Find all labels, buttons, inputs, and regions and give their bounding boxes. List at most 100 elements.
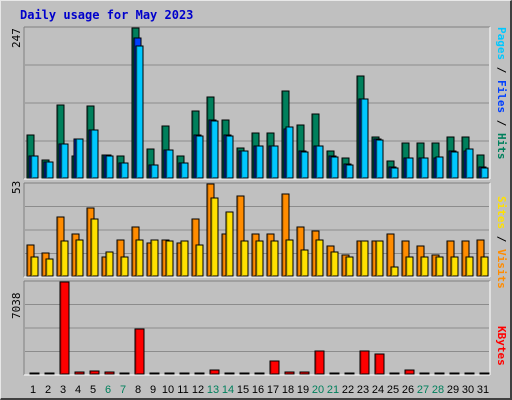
bar-sites-day-3 (60, 240, 69, 277)
bar-pages-day-9 (150, 164, 159, 179)
bar-kbytes-day-16 (254, 372, 265, 375)
bar-sites-day-22 (345, 256, 354, 277)
bar-pages-day-5 (90, 129, 99, 179)
x-tick-label-day-11: 11 (177, 384, 188, 396)
bar-pages-day-14 (225, 135, 234, 179)
bar-sites-day-15 (240, 240, 249, 277)
bar-sites-day-12 (195, 244, 204, 277)
x-tick-label-day-2: 2 (45, 384, 51, 396)
bar-sites-day-21 (330, 251, 339, 277)
bar-kbytes-day-8 (134, 328, 145, 375)
bar-sites-day-16 (255, 240, 264, 277)
x-tick-label-day-28: 28 (432, 384, 444, 396)
bar-kbytes-day-30 (464, 372, 475, 375)
bar-kbytes-day-2 (44, 372, 55, 375)
bar-sites-day-10 (165, 240, 174, 277)
bar-pages-day-6 (105, 155, 114, 179)
bar-kbytes-day-12 (194, 372, 205, 375)
x-tick-label-day-25: 25 (387, 384, 399, 396)
x-tick-label-day-17: 17 (267, 384, 279, 396)
x-tick-label-day-21: 21 (327, 384, 339, 396)
bar-kbytes-day-27 (419, 372, 430, 375)
x-tick-label-day-16: 16 (252, 384, 264, 396)
bar-pages-day-21 (330, 156, 339, 179)
x-tick-label-day-10: 10 (162, 384, 174, 396)
x-tick-label-day-19: 19 (297, 384, 309, 396)
x-tick-label-day-20: 20 (312, 384, 324, 396)
x-tick-label-day-4: 4 (75, 384, 81, 396)
x-tick-label-day-14: 14 (222, 384, 234, 396)
bar-sites-day-25 (390, 266, 399, 277)
x-tick-label-day-13: 13 (207, 384, 219, 396)
bar-pages-day-30 (465, 148, 474, 179)
bar-sites-day-24 (375, 240, 384, 277)
bar-pages-day-15 (240, 150, 249, 179)
bar-pages-day-22 (345, 164, 354, 179)
bar-sites-day-5 (90, 218, 99, 277)
bar-kbytes-day-9 (149, 372, 160, 375)
bar-sites-day-27 (420, 256, 429, 277)
bar-kbytes-day-20 (314, 350, 325, 375)
bar-pages-day-16 (255, 145, 264, 179)
bar-pages-day-27 (420, 157, 429, 179)
bar-sites-day-29 (450, 256, 459, 277)
bar-pages-day-24 (375, 139, 384, 179)
bar-kbytes-day-1 (29, 372, 40, 375)
bar-pages-day-23 (360, 98, 369, 179)
bar-pages-day-26 (405, 157, 414, 179)
x-tick-label-day-26: 26 (402, 384, 414, 396)
bar-pages-day-4 (75, 138, 84, 179)
x-tick-label-day-15: 15 (237, 384, 249, 396)
x-tick-label-day-7: 7 (120, 384, 126, 396)
bar-kbytes-day-22 (344, 372, 355, 375)
bar-pages-day-25 (390, 167, 399, 179)
bar-sites-day-30 (465, 256, 474, 277)
bar-kbytes-day-7 (119, 372, 130, 375)
bar-sites-day-18 (285, 239, 294, 277)
bar-pages-day-17 (270, 145, 279, 179)
x-tick-label-day-31: 31 (477, 384, 489, 396)
bar-sites-day-9 (150, 239, 159, 277)
bar-sites-day-11 (180, 240, 189, 277)
x-tick-label-day-18: 18 (282, 384, 294, 396)
bar-sites-day-17 (270, 240, 279, 277)
bar-sites-day-4 (75, 239, 84, 277)
bar-pages-day-31 (480, 167, 489, 179)
bar-kbytes-day-29 (449, 372, 460, 375)
x-tick-label-day-6: 6 (105, 384, 111, 396)
bar-kbytes-day-14 (224, 372, 235, 375)
bar-kbytes-day-11 (179, 372, 190, 375)
bar-sites-day-1 (30, 256, 39, 277)
x-tick-label-day-24: 24 (372, 384, 384, 396)
chart-title: Daily usage for May 2023 (20, 8, 194, 22)
bar-kbytes-day-6 (104, 371, 115, 375)
bar-kbytes-day-18 (284, 371, 295, 375)
x-tick-label-day-3: 3 (60, 384, 66, 396)
bar-kbytes-day-31 (479, 372, 490, 375)
bar-sites-day-23 (360, 240, 369, 277)
bar-pages-day-3 (60, 143, 69, 179)
bar-kbytes-day-28 (434, 372, 445, 375)
bar-pages-day-20 (315, 145, 324, 179)
bar-kbytes-day-3 (59, 281, 70, 375)
x-tick-label-day-22: 22 (342, 384, 354, 396)
x-tick-label-day-30: 30 (462, 384, 474, 396)
bar-kbytes-day-19 (299, 371, 310, 375)
bar-sites-day-2 (45, 258, 54, 277)
bar-pages-day-8 (135, 45, 144, 179)
bar-sites-day-14 (225, 211, 234, 277)
bar-kbytes-day-21 (329, 372, 340, 375)
bar-pages-day-13 (210, 120, 219, 179)
x-tick-label-day-5: 5 (90, 384, 96, 396)
bar-kbytes-day-15 (239, 372, 250, 375)
bar-pages-day-1 (30, 155, 39, 179)
x-tick-label-day-29: 29 (447, 384, 459, 396)
bar-sites-day-28 (435, 256, 444, 277)
bar-kbytes-day-17 (269, 360, 280, 375)
bar-kbytes-day-24 (374, 353, 385, 375)
bar-pages-day-18 (285, 126, 294, 179)
bar-sites-day-8 (135, 239, 144, 277)
bar-sites-day-13 (210, 197, 219, 277)
